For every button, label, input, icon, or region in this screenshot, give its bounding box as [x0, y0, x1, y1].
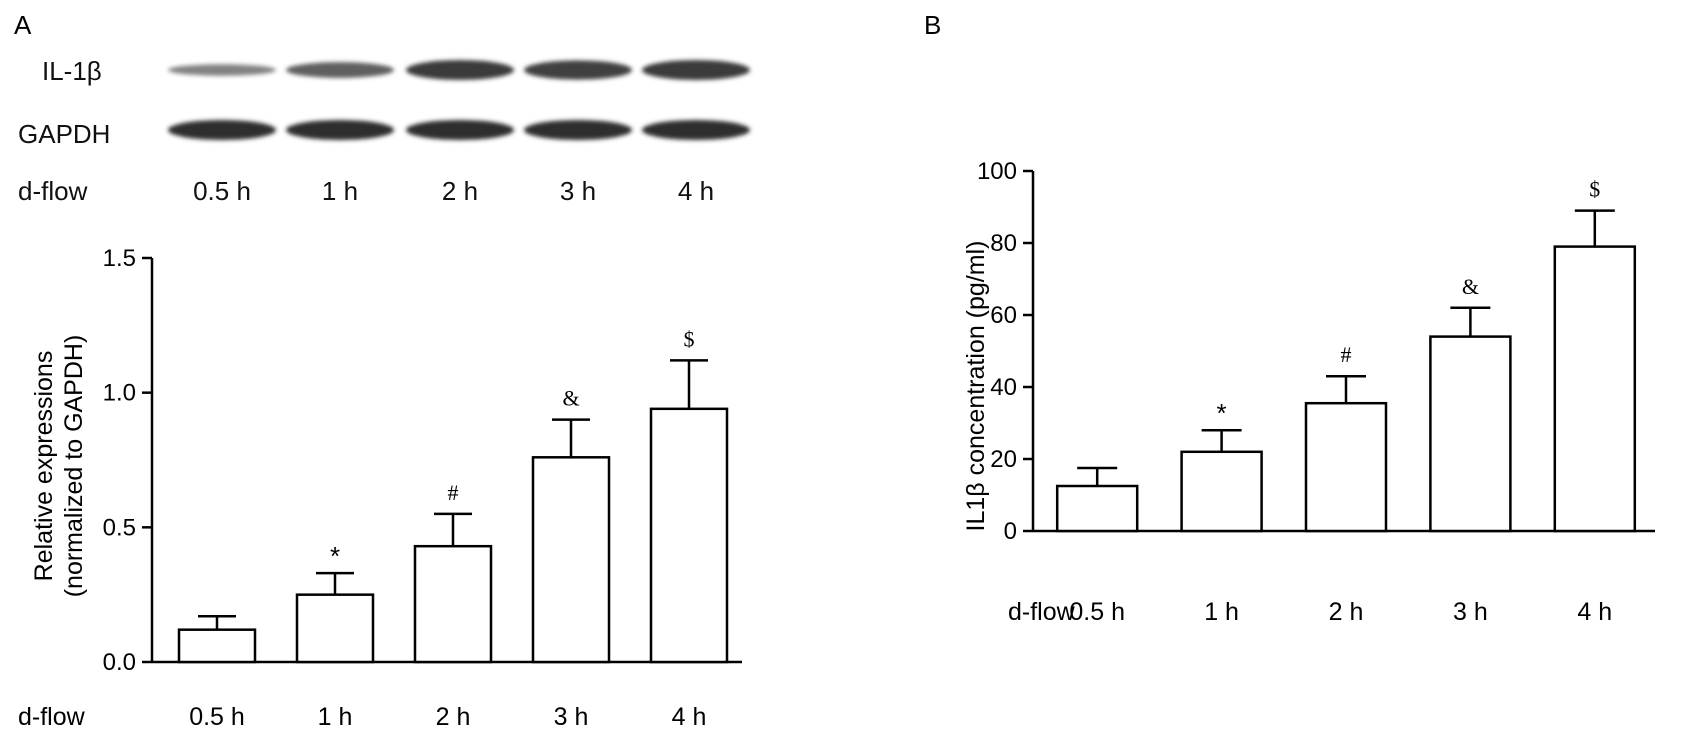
- y-tick-label: 80: [990, 230, 1017, 257]
- blot-control-label: GAPDH: [18, 119, 110, 149]
- blot-row-label: d-flow: [18, 176, 88, 206]
- panel-a-letter: A: [14, 10, 32, 40]
- x-tick-label: 4 h: [1577, 598, 1612, 626]
- x-tick-label: 1 h: [1204, 598, 1239, 626]
- significance-mark: #: [448, 480, 459, 505]
- y-tick-label: 1.0: [103, 380, 136, 407]
- bar: [531, 456, 611, 664]
- blot-lane-label: 3 h: [560, 176, 596, 206]
- blot-band-protein: [642, 60, 750, 80]
- blot-lane-label: 4 h: [678, 176, 714, 206]
- blot-lane-label: 2 h: [442, 176, 478, 206]
- bar: [413, 544, 493, 664]
- blot-bands: [168, 60, 750, 140]
- significance-mark: $: [1589, 177, 1600, 202]
- blot-band-control: [286, 120, 394, 140]
- y-tick-label: 1.5: [103, 245, 136, 272]
- panel-b-letter: B: [924, 10, 941, 40]
- bar: [1553, 245, 1637, 533]
- blot-band-protein: [406, 60, 514, 80]
- x-tick-label: 2 h: [436, 703, 471, 731]
- blot-band-protein: [524, 60, 632, 80]
- blot-band-control: [168, 120, 276, 140]
- significance-mark: *: [330, 541, 340, 571]
- blot-protein-label: IL-1β: [42, 56, 102, 86]
- significance-mark: &: [562, 386, 579, 411]
- x-tick-label: 3 h: [1453, 598, 1488, 626]
- x-tick-label: 3 h: [554, 703, 589, 731]
- blot-band-control: [524, 120, 632, 140]
- chart-a-x-row-label: d-flow: [18, 703, 86, 731]
- x-tick-label: 4 h: [672, 703, 707, 731]
- blot-band-control: [406, 120, 514, 140]
- chart-a: Relative expressions (normalized to GAPD…: [18, 245, 742, 731]
- blot-band-control: [642, 120, 750, 140]
- bar: [649, 407, 729, 664]
- bar: [1304, 401, 1388, 533]
- x-tick-label: 0.5 h: [1069, 598, 1125, 626]
- y-tick-label: 0.5: [103, 514, 136, 541]
- chart-b: IL1β concentration (pg/ml) d-flow 0 20 40 6…: [962, 158, 1655, 626]
- bar: [1429, 335, 1512, 533]
- blot-lane-label: 0.5 h: [193, 176, 251, 206]
- y-tick-label: 0: [1004, 518, 1017, 545]
- significance-mark: *: [1217, 398, 1227, 428]
- chart-b-x-row-label: d-flow: [1008, 598, 1076, 626]
- significance-mark: &: [1462, 274, 1479, 299]
- chart-a-ylabel-line1: Relative expressions: [30, 351, 58, 582]
- bar: [177, 628, 257, 664]
- chart-b-ylabel: IL1β concentration (pg/ml): [962, 241, 990, 532]
- significance-mark: $: [684, 326, 695, 351]
- y-tick-label: 0.0: [103, 649, 136, 676]
- blot-lane-label: 1 h: [322, 176, 358, 206]
- blot-lane-labels: 0.5 h 1 h 2 h 3 h 4 h: [193, 176, 714, 206]
- chart-a-ylabel-line2: (normalized to GAPDH): [60, 335, 88, 598]
- y-tick-label: 40: [990, 374, 1017, 401]
- x-tick-label: 2 h: [1329, 598, 1364, 626]
- blot-band-protein: [286, 62, 394, 78]
- western-blot: IL-1β GAPDH d-flow 0.5 h 1 h 2 h 3 h 4 h: [18, 56, 750, 206]
- x-tick-label: 1 h: [318, 703, 353, 731]
- y-tick-label: 100: [977, 158, 1017, 185]
- y-tick-label: 60: [990, 302, 1017, 329]
- bar: [1055, 484, 1139, 533]
- bar: [1180, 450, 1263, 533]
- bar: [295, 593, 375, 664]
- blot-band-protein: [168, 64, 276, 76]
- x-tick-label: 0.5 h: [189, 703, 245, 731]
- y-tick-label: 20: [990, 446, 1017, 473]
- significance-mark: #: [1341, 342, 1352, 367]
